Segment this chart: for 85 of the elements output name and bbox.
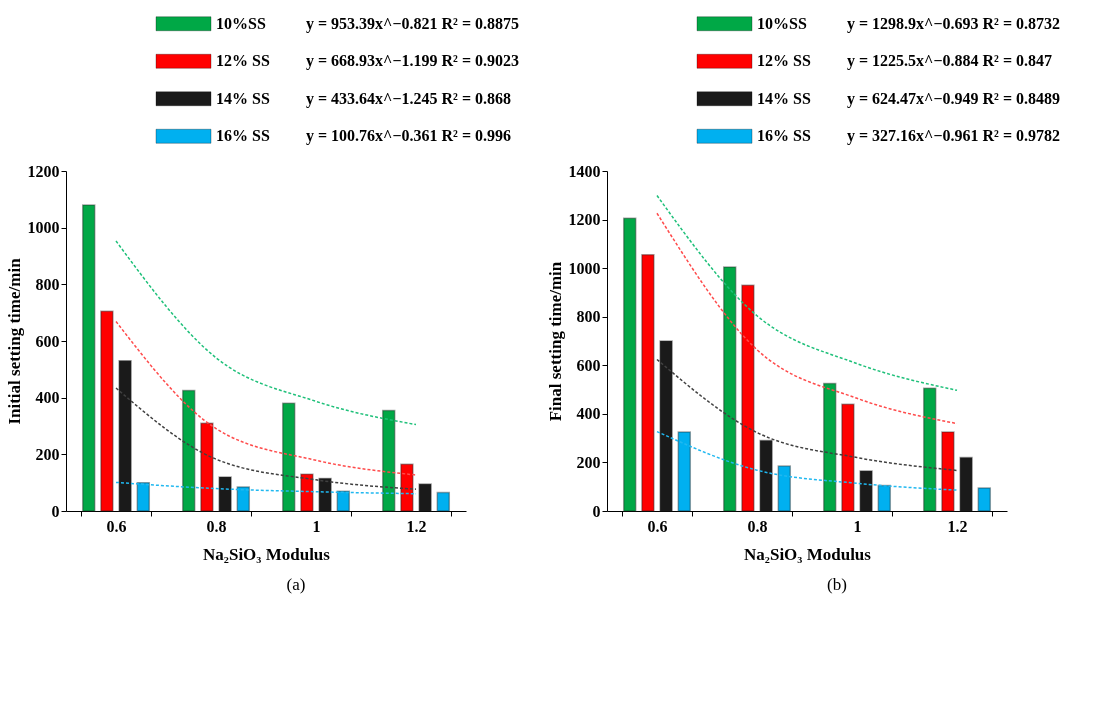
bar [436, 491, 451, 512]
bar [181, 389, 196, 512]
x-tick-label: 1 [853, 517, 862, 535]
y-tick-label: 800 [576, 308, 601, 326]
bar [841, 403, 855, 512]
bar [722, 266, 737, 512]
x-tick-label: 1.2 [947, 517, 968, 535]
bar [822, 382, 837, 512]
line-series [656, 430, 958, 491]
y-tick-label: 600 [576, 356, 601, 374]
text: y = 953.39x^−0.821 R² = 0.8875 [306, 14, 519, 33]
bar [659, 340, 673, 512]
bar [859, 470, 873, 512]
bar [118, 360, 132, 512]
y-tick-label: 1400 [568, 162, 601, 180]
line-series [656, 212, 958, 425]
y-tick-label: 400 [35, 389, 60, 407]
bar [136, 481, 151, 512]
bar [641, 254, 655, 512]
legend-label: 14% SS [757, 89, 811, 107]
y-axis-title: Initial setting time/min [4, 257, 24, 425]
bar [418, 483, 432, 512]
y-tick-label: 200 [576, 453, 601, 471]
legend-label: 10%SS [216, 14, 266, 32]
text: y = 327.16x^−0.961 R² = 0.9782 [847, 127, 1060, 146]
text: (b) [827, 575, 847, 594]
y-tick-label: 0 [592, 502, 601, 520]
bar [218, 476, 232, 512]
bar [318, 477, 332, 512]
text: y = 624.47x^−0.949 R² = 0.8489 [847, 89, 1060, 108]
legend-label: 12% SS [757, 52, 811, 70]
bar [877, 484, 892, 512]
y-tick-label: 400 [576, 405, 601, 423]
line-series [656, 194, 958, 392]
y-tick-label: 1200 [27, 162, 60, 180]
x-tick-label: 0.8 [747, 517, 768, 535]
y-tick-label: 200 [35, 445, 60, 463]
bar [941, 431, 955, 512]
legend-label: 16% SS [216, 127, 270, 145]
bar [400, 463, 414, 512]
bar [622, 217, 637, 512]
bar [81, 204, 96, 512]
bar [381, 409, 396, 512]
text: y = 1225.5x^−0.884 R² = 0.847 [847, 52, 1052, 71]
bar [300, 473, 314, 512]
y-tick-label: 800 [35, 275, 60, 293]
x-tick-label: 1 [312, 517, 321, 535]
legend-label: 12% SS [216, 52, 270, 70]
y-tick-label: 1000 [568, 259, 601, 277]
bar [759, 439, 773, 512]
bar [777, 465, 792, 512]
line-series [115, 481, 417, 495]
bar [200, 422, 214, 512]
x-axis-title: Na₂SiO₃ Modulus [203, 544, 331, 564]
y-axis-title: Final setting time/min [545, 261, 565, 422]
bar [959, 456, 973, 512]
text: y = 433.64x^−1.245 R² = 0.868 [306, 89, 511, 108]
legend-label: 16% SS [757, 127, 811, 145]
legend-label: 14% SS [216, 89, 270, 107]
y-tick-label: 600 [35, 332, 60, 350]
line-series [656, 358, 958, 472]
x-tick-label: 0.6 [106, 517, 127, 535]
bar [977, 487, 992, 512]
bar [922, 387, 937, 512]
text: y = 668.93x^−1.199 R² = 0.9023 [306, 52, 519, 71]
line-series [115, 320, 417, 476]
x-axis-title: Na₂SiO₃ Modulus [744, 544, 872, 564]
text: y = 100.76x^−0.361 R² = 0.996 [306, 127, 511, 146]
text: y = 1298.9x^−0.693 R² = 0.8732 [847, 14, 1060, 33]
line-series [115, 387, 417, 490]
bar [336, 490, 351, 512]
y-tick-label: 0 [51, 502, 60, 520]
bar [100, 310, 114, 512]
bar [236, 486, 251, 512]
text: (a) [286, 575, 306, 594]
bar [281, 402, 296, 512]
y-tick-label: 1000 [27, 219, 60, 237]
bar [677, 431, 692, 512]
x-tick-label: 0.6 [647, 517, 668, 535]
bar [741, 284, 755, 512]
x-tick-label: 1.2 [406, 517, 427, 535]
line-series [115, 240, 417, 426]
x-tick-label: 0.8 [206, 517, 227, 535]
legend-label: 10%SS [757, 14, 807, 32]
y-tick-label: 1200 [568, 211, 601, 229]
